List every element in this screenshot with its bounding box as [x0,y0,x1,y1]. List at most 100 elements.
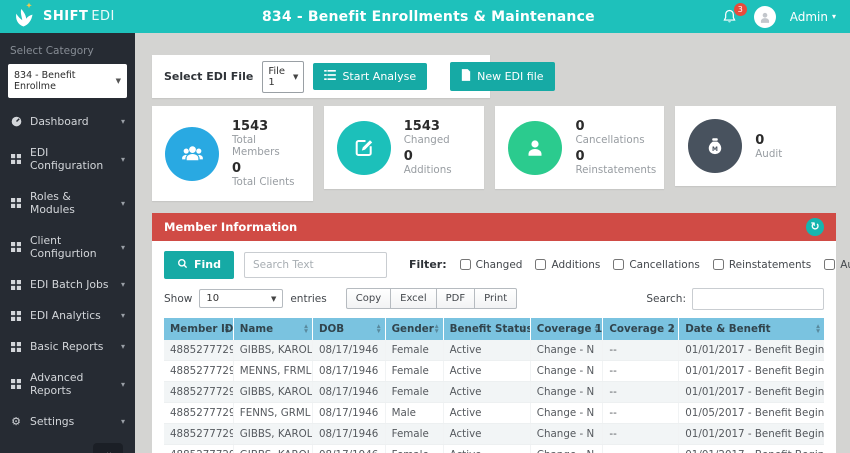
sidebar-item-edi-configuration[interactable]: EDI Configuration ▾ [0,137,135,181]
chevron-down-icon: ▾ [120,198,125,208]
export-copy-button[interactable]: Copy [345,288,392,309]
sidebar-item-settings[interactable]: ⚙ Settings ▾ [0,406,135,437]
column-header-coverage-1[interactable]: Coverage 1 ▲ ▼ [529,318,603,340]
stats-row: 1543 Total Members 0 Total Clients 1543 Chang… [152,106,836,201]
table-search-input[interactable] [692,287,824,310]
person-icon [760,12,769,23]
category-select[interactable]: 834 - Benefit Enrollme ▼ [8,64,127,98]
edi-file-select-value: File 1 [268,65,286,88]
table-row: 48852777290GIBBS, KAROL A08/17/1946Femal… [164,340,824,361]
filter-area: Filter: Changed Additions Cancellations Rei… [409,258,850,271]
filter-checkbox-changed[interactable] [459,259,471,270]
filter-checkbox-cancellations[interactable] [613,259,625,270]
chevron-down-icon: ▾ [120,311,125,320]
stat-value: 0 [232,161,242,176]
brand-logo-bird-icon [12,2,36,32]
table-cell: Change - N [529,423,603,445]
sidebar-item-advanced-reports[interactable]: Advanced Reports ▾ [0,362,135,406]
grid-icon [10,279,22,290]
chevron-down-icon: ▼ [115,77,121,85]
table-cell: 08/17/1946 [311,423,386,445]
column-header-benefit-status[interactable]: Benefit Status ▲ ▼ [442,318,531,340]
page-length-select[interactable]: 10 ▼ [199,289,284,308]
table-cell: Active [442,360,531,382]
column-header-gender[interactable]: Gender ▲ ▼ [384,318,444,340]
sidebar-item-client-configurtion[interactable]: Client Configurtion ▾ [0,225,135,269]
export-excel-button[interactable]: Excel [390,288,437,309]
sidebar-item-dashboard[interactable]: Dashboard ▾ [0,106,135,137]
stat-card-cancellations: 0 Cancellations 0 Reinstatements [495,106,665,189]
table-cell: 08/17/1946 [311,381,386,403]
select-edi-file-label: Select EDI File [164,70,254,83]
sidebar-item-label: Client Configurtion [30,234,97,260]
filter-checkbox-audits[interactable] [824,259,836,270]
stat-label: Changed [403,134,450,146]
sidebar-item-basic-reports[interactable]: Basic Reports ▾ [0,331,135,362]
column-header-date-benefit[interactable]: Date & Benefit ▲ ▼ [678,318,824,340]
start-analyse-button[interactable]: Start Analyse [313,63,428,90]
sidebar-item-edi-analytics[interactable]: EDI Analytics ▾ [0,300,135,331]
table-cell: GIBBS, KAROL A [232,381,313,403]
user-menu[interactable]: Admin ▾ [790,10,836,24]
column-header-member-id[interactable]: Member ID ▲ ▼ [164,318,234,340]
find-button[interactable]: Find [164,250,234,279]
column-header-coverage-2[interactable]: Coverage 2 ▲ ▼ [602,318,679,340]
filter-checkbox-additions[interactable] [535,259,547,270]
person-icon [508,120,563,175]
table-cell: Change - N [529,360,603,382]
table-cell: Female [384,360,444,382]
filter-option-label: Additions [551,258,601,271]
sidebar-item-label: EDI Batch Jobs [30,278,109,291]
filter-checkbox-reinstatements[interactable] [712,259,724,270]
users-icon [165,126,219,181]
column-header-dob[interactable]: DOB ▲ ▼ [311,318,386,340]
table-cell: Female [384,423,444,445]
table-row: 48852777290MENNS, FRML08/17/1946FemaleAc… [164,360,824,382]
refresh-icon[interactable]: ↻ [806,218,824,236]
filter-changed: Changed [459,259,522,271]
filter-option-label: Cancellations [629,258,700,271]
stat-value: 0 [755,132,765,148]
new-edi-file-button[interactable]: New EDI file [450,62,555,91]
top-bar: SHIFT EDI 834 - Benefit Enrollments & Mai… [0,0,850,33]
sort-icon: ▲ ▼ [816,323,820,334]
table-cell: Male [384,402,444,424]
column-header-name[interactable]: Name ▲ ▼ [232,318,313,340]
table-header-row: Member ID ▲ ▼ Name ▲ ▼ DOB ▲ ▼ Gender ▲ ▼ Benefit St… [164,318,824,340]
table-cell: 01/01/2017 - Benefit Begin [678,360,824,382]
stat-value: 0 [403,149,413,164]
sidebar-menu: Dashboard ▾ EDI Configuration ▾ Roles & Modu… [0,106,135,437]
sidebar-item-edi-batch-jobs[interactable]: EDI Batch Jobs ▾ [0,269,135,300]
stat-label: Reinstatements [575,164,657,176]
sidebar-collapse-button[interactable]: « [93,443,123,453]
gear-icon: ⚙ [11,415,21,428]
sort-icon: ▲ ▼ [521,323,526,334]
chevron-down-icon: ▾ [831,12,836,21]
sidebar-item-label: Basic Reports [30,340,104,353]
export-pdf-button[interactable]: PDF [435,288,476,309]
filter-reinstatements: Reinstatements [712,258,812,271]
export-print-button[interactable]: Print [474,288,518,309]
notifications-button[interactable]: 3 [722,2,747,26]
chevron-down-icon: ▼ [270,294,277,303]
filter-label: Filter: [409,258,447,271]
filter-audits: Audits [824,259,850,271]
column-label: Member ID [170,323,234,335]
table-cell: 08/17/1946 [311,444,386,453]
filter-option-label: Reinstatements [728,258,812,271]
stat-value: 1543 [232,119,269,134]
sidebar: Select Category 834 - Benefit Enrollme ▼… [0,33,135,453]
sidebar-item-roles-modules[interactable]: Roles & Modules ▾ [0,181,135,225]
sidebar-item-label: Advanced Reports [30,371,84,397]
edi-file-select[interactable]: File 1 ▼ [262,60,305,93]
table-cell: GIBBS, KAROL A [232,444,313,453]
search-text-input[interactable] [244,251,387,278]
table-cell: 08/17/1946 [311,402,386,424]
chevron-down-icon: ▾ [120,154,125,164]
table-row: 48852777290GIBBS, KAROL A08/17/1946Femal… [164,381,824,403]
chevron-down-icon: ▾ [120,379,125,389]
avatar[interactable] [753,5,776,28]
table-cell: 48852777290 [164,402,234,424]
filter-additions: Additions [535,259,600,271]
sort-icon: ▲ ▼ [376,323,381,334]
